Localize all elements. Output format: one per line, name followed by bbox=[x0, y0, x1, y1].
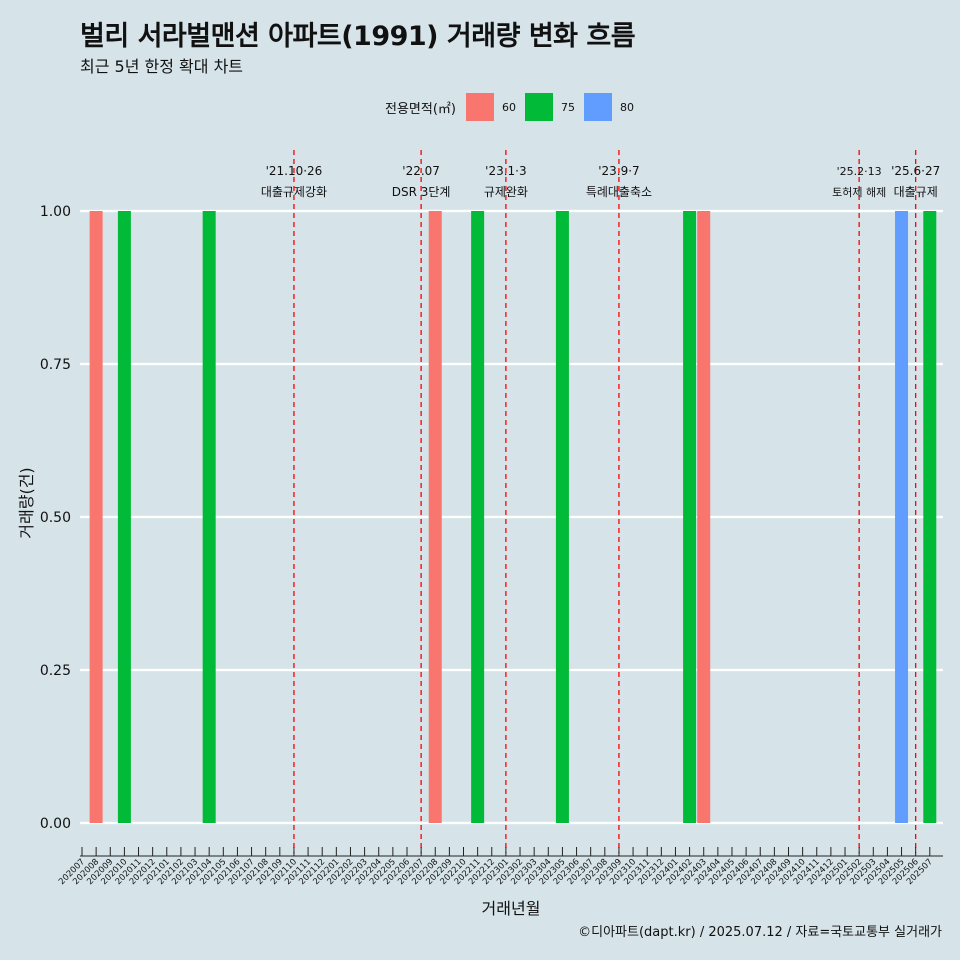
x-axis-title: 거래년월 bbox=[482, 899, 541, 918]
y-tick-label: 1.00 bbox=[40, 204, 71, 220]
legend-item-80: 80 bbox=[583, 93, 634, 121]
event-name-label: DSR 3단계 bbox=[392, 185, 451, 199]
event-date-label: '21.10·26 bbox=[266, 164, 323, 178]
legend-label-60: 60 bbox=[501, 100, 516, 114]
event-date-label: '25.6·27 bbox=[891, 164, 940, 178]
event-name-label: 대출규제 bbox=[894, 185, 938, 199]
source-caption: ©디아파트(dapt.kr) / 2025.07.12 / 자료=국토교통부 실… bbox=[578, 925, 942, 940]
bar-202403 bbox=[697, 211, 711, 823]
event-date-label: '23.9·7 bbox=[598, 164, 639, 178]
legend-label-75: 75 bbox=[560, 100, 575, 114]
event-name-label: 토허제 해제 bbox=[832, 185, 886, 199]
legend-item-75: 75 bbox=[524, 93, 575, 121]
bar-202505 bbox=[895, 211, 909, 823]
bar-202507 bbox=[923, 211, 937, 823]
bar-202208 bbox=[428, 211, 442, 823]
legend-label-80: 80 bbox=[619, 100, 634, 114]
bar-202305 bbox=[555, 211, 569, 823]
event-date-label: '22.07 bbox=[402, 164, 440, 178]
bar-202402 bbox=[683, 211, 697, 823]
y-tick-label: 0.25 bbox=[40, 663, 71, 679]
y-axis-title: 거래량(건) bbox=[17, 467, 36, 538]
legend-swatch-80 bbox=[583, 93, 612, 121]
bar-202008 bbox=[89, 211, 103, 823]
legend-item-60: 60 bbox=[465, 93, 516, 121]
y-tick-label: 0.00 bbox=[40, 816, 71, 832]
legend: 전용면적(㎡) 60 75 80 bbox=[385, 93, 643, 121]
chart-title: 벌리 서라벌맨션 아파트(1991) 거래량 변화 흐름 bbox=[80, 21, 636, 52]
legend-swatch-60 bbox=[465, 93, 494, 121]
event-date-label: '25.2·13 bbox=[837, 165, 882, 178]
y-tick-label: 0.50 bbox=[40, 510, 71, 526]
chart-subtitle: 최근 5년 한정 확대 차트 bbox=[80, 57, 244, 76]
legend-swatch-75 bbox=[524, 93, 553, 121]
event-name-label: 규제완화 bbox=[484, 185, 528, 199]
bar-202211 bbox=[471, 211, 485, 823]
legend-title: 전용면적(㎡) bbox=[385, 101, 456, 117]
event-name-label: 특례대출축소 bbox=[586, 185, 652, 199]
y-tick-label: 0.75 bbox=[40, 357, 71, 373]
bar-202104 bbox=[202, 211, 216, 823]
event-date-label: '23.1·3 bbox=[485, 164, 526, 178]
event-name-label: 대출규제강화 bbox=[261, 185, 327, 199]
bar-202010 bbox=[117, 211, 131, 823]
